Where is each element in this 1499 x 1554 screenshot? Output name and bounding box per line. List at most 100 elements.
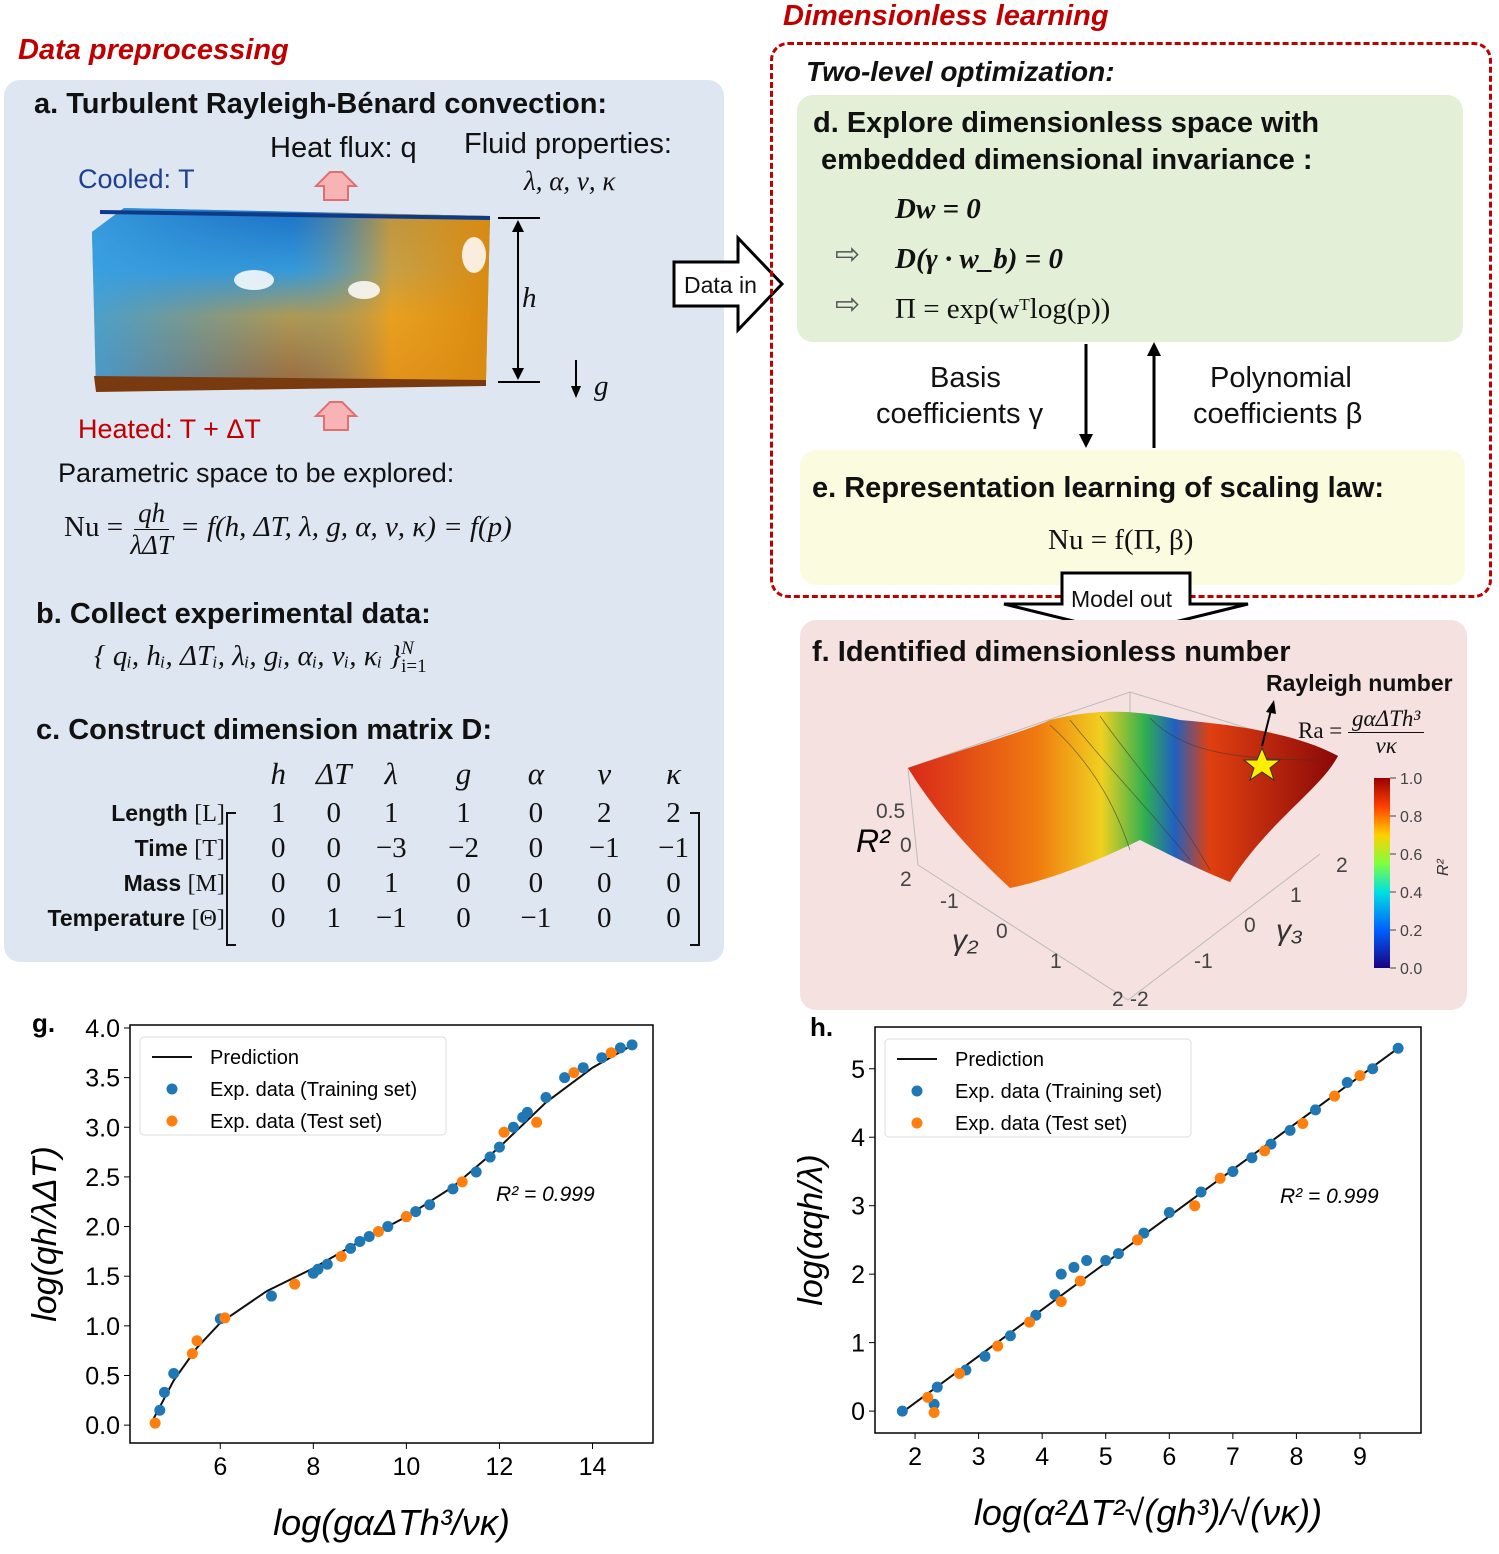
nusselt-equation: Nu = qh λΔT = f(h, ΔT, λ, g, α, ν, κ) = f… — [64, 498, 512, 561]
training-point — [470, 1166, 482, 1178]
training-point — [493, 1141, 505, 1153]
y-tick-label: 0 — [851, 1398, 865, 1426]
training-point — [1309, 1104, 1321, 1116]
equation-pi: Π = exp(wᵀlog(p)) — [895, 293, 1111, 325]
data-set: { qᵢ, hᵢ, ΔTᵢ, λᵢ, gᵢ, αᵢ, νᵢ, κᵢ } — [94, 640, 402, 672]
test-point — [191, 1335, 203, 1347]
test-point — [1259, 1145, 1271, 1157]
y-tick-label: 3.0 — [85, 1114, 120, 1142]
panel-label: h. — [810, 1012, 833, 1042]
x-axis-label: log(gαΔTh³/νκ) — [273, 1502, 510, 1543]
matrix-cell: 1 — [270, 797, 286, 829]
rayleigh-number-label: Rayleigh number — [1266, 670, 1453, 696]
data-in-label: Data in — [684, 272, 757, 298]
set-superscript: N — [401, 638, 414, 660]
training-point — [596, 1052, 608, 1064]
test-point — [1297, 1118, 1309, 1130]
y-tick-label: 2.0 — [85, 1214, 120, 1242]
matrix-cell: 1 — [456, 797, 471, 829]
y-tick-label: 4.0 — [85, 1015, 120, 1043]
panel-label: g. — [32, 1008, 55, 1038]
matrix-cell: 2 — [596, 797, 612, 829]
training-point — [1112, 1248, 1124, 1260]
cooled-label: Cooled: T — [78, 164, 195, 194]
panel-f: f. Identified dimensionless number Rayle… — [800, 620, 1467, 1010]
fluid-symbols: λ, α, ν, κ — [524, 166, 616, 196]
optimization-loop-arrows — [1079, 342, 1161, 448]
panel-a-title: a. Turbulent Rayleigh-Bénard convection: — [34, 88, 608, 120]
test-point — [1189, 1200, 1201, 1212]
nu-rhs: = f(h, ΔT, λ, g, α, ν, κ) = f(p) — [180, 511, 512, 544]
legend — [139, 1036, 447, 1136]
ra-denominator: νκ — [1375, 733, 1397, 758]
matrix-cell: −1 — [658, 832, 689, 864]
z-axis-label: R² — [856, 823, 891, 859]
training-point — [1004, 1330, 1016, 1342]
training-point — [1163, 1207, 1175, 1219]
panel-b-title: b. Collect experimental data: — [36, 598, 431, 630]
x-tick: -2 — [1130, 988, 1149, 1010]
y-tick-label: 0.0 — [85, 1412, 120, 1440]
training-point — [931, 1381, 943, 1393]
test-point — [1055, 1296, 1067, 1308]
matrix-cell: 0 — [456, 902, 471, 934]
test-point — [1132, 1234, 1144, 1246]
matrix-cell: 0 — [456, 867, 471, 899]
x-tick: -1 — [1194, 950, 1213, 973]
test-point — [605, 1047, 617, 1059]
equation-dw: Dw = 0 — [895, 193, 981, 225]
training-point — [321, 1258, 333, 1270]
test-point — [219, 1312, 231, 1324]
training-point — [896, 1405, 908, 1417]
training-point — [614, 1042, 626, 1054]
plot-frame — [129, 1024, 654, 1444]
col-nu: ν — [597, 756, 612, 791]
training-point — [979, 1350, 991, 1362]
row-label: Mass [M] — [22, 866, 231, 901]
matrix-cell: 0 — [326, 867, 341, 899]
matrix-cell: 0 — [528, 797, 544, 829]
z-tick: 0 — [900, 834, 912, 857]
legend-entry: Exp. data (Test set) — [955, 1113, 1127, 1135]
section-title-preprocessing: Data preprocessing — [18, 34, 289, 66]
matrix-row: Length [L] 1 0 1 1 0 2 2 — [22, 796, 724, 831]
legend-dot-swatch — [911, 1117, 923, 1129]
gravity-symbol: g — [594, 370, 609, 402]
matrix-cell: −2 — [448, 832, 479, 864]
colorbar-tick-label: 0.4 — [1400, 885, 1422, 902]
two-level-title: Two-level optimization: — [806, 56, 1115, 87]
equation-d-gamma-wb: D(γ · w_b) = 0 — [895, 243, 1063, 275]
training-point — [424, 1199, 436, 1211]
row-label: Temperature [Θ] — [22, 901, 231, 936]
training-point — [1227, 1165, 1239, 1177]
x-tick-label: 6 — [1162, 1443, 1176, 1471]
test-point — [531, 1116, 543, 1128]
matrix-cell: 0 — [270, 867, 286, 899]
colorbar — [1374, 778, 1390, 968]
colorbar-tick-label: 1.0 — [1400, 771, 1422, 788]
x-tick-label: 7 — [1226, 1443, 1240, 1471]
rayleigh-equation: Ra = gαΔTh³ νκ — [1298, 706, 1425, 759]
heat-flux-label: Heat flux: q — [270, 132, 417, 164]
test-point — [186, 1348, 198, 1360]
matrix-cell: 1 — [384, 867, 399, 899]
data-in-arrow — [672, 234, 785, 334]
matrix-cell: 0 — [528, 832, 544, 864]
training-point — [345, 1242, 357, 1254]
training-point — [1341, 1076, 1353, 1088]
col-dT: ΔT — [315, 756, 352, 791]
test-point — [922, 1391, 934, 1403]
matrix-cell: −3 — [375, 832, 407, 864]
matrix-row: Temperature [Θ] 0 1 −1 0 −1 0 0 — [22, 901, 724, 936]
matrix-left-bracket — [226, 812, 236, 946]
training-point — [484, 1151, 496, 1163]
x-tick-label: 8 — [1289, 1443, 1303, 1471]
matrix-row: Time [T] 0 0 −3 −2 0 −1 −1 — [22, 831, 724, 866]
y-tick-label: 3.5 — [85, 1065, 120, 1093]
test-point — [928, 1406, 940, 1418]
gamma2-axis-label: γ₂ — [952, 924, 979, 957]
basis-label-2: coefficients γ — [876, 398, 1044, 430]
panel-e: e. Representation learning of scaling la… — [800, 450, 1465, 585]
polynomial-label-1: Polynomial — [1210, 362, 1352, 394]
section-title-dimensionless-learning: Dimensionless learning — [783, 0, 1109, 32]
